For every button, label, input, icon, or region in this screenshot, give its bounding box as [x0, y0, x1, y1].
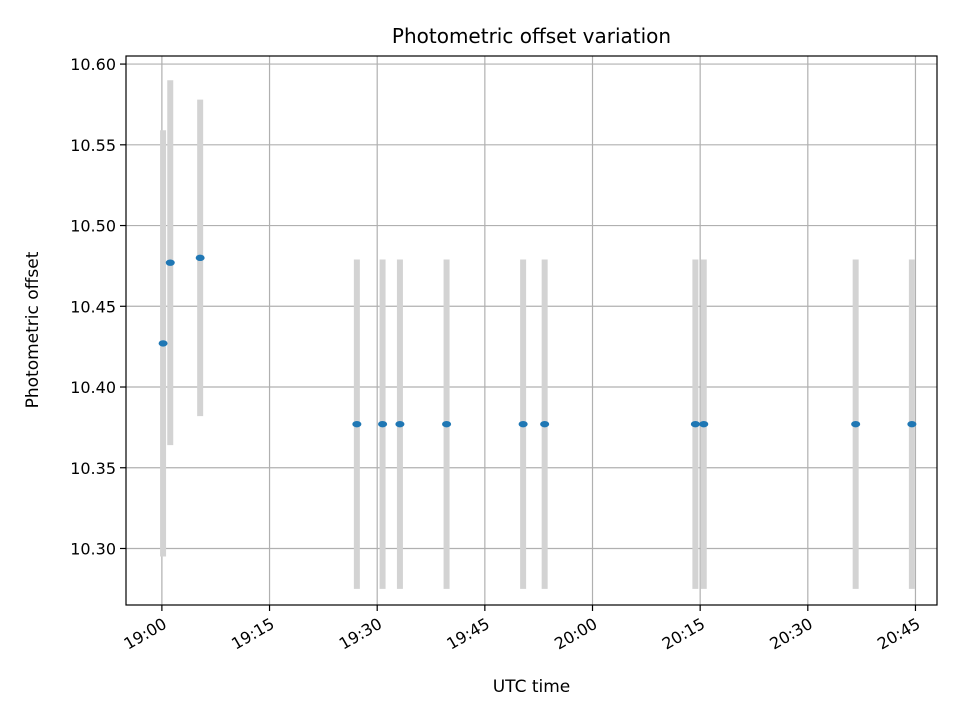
chart-title: Photometric offset variation [392, 24, 671, 48]
data-point [395, 420, 405, 428]
data-point [378, 420, 388, 428]
plot-frame [125, 55, 938, 606]
x-axis-title: UTC time [493, 677, 571, 697]
data-point [352, 420, 362, 428]
data-point [442, 420, 452, 428]
data-point [195, 254, 205, 262]
data-point [540, 420, 550, 428]
y-tick-label: 10.35 [70, 459, 116, 478]
data-point [158, 340, 168, 347]
y-tick-label: 10.50 [70, 217, 116, 236]
data-point [851, 420, 861, 428]
data-point [699, 420, 709, 428]
y-tick-label: 10.30 [70, 539, 116, 558]
y-axis-title: Photometric offset [23, 251, 43, 408]
data-point [690, 420, 700, 428]
y-tick-label: 10.60 [70, 55, 116, 74]
y-tick-label: 10.55 [70, 136, 116, 155]
y-tick-label: 10.40 [70, 378, 116, 397]
data-point [907, 420, 917, 428]
y-tick-label: 10.45 [70, 297, 116, 316]
data-points [158, 254, 917, 428]
grid [126, 56, 937, 605]
data-point [165, 259, 175, 266]
data-point [518, 420, 528, 428]
